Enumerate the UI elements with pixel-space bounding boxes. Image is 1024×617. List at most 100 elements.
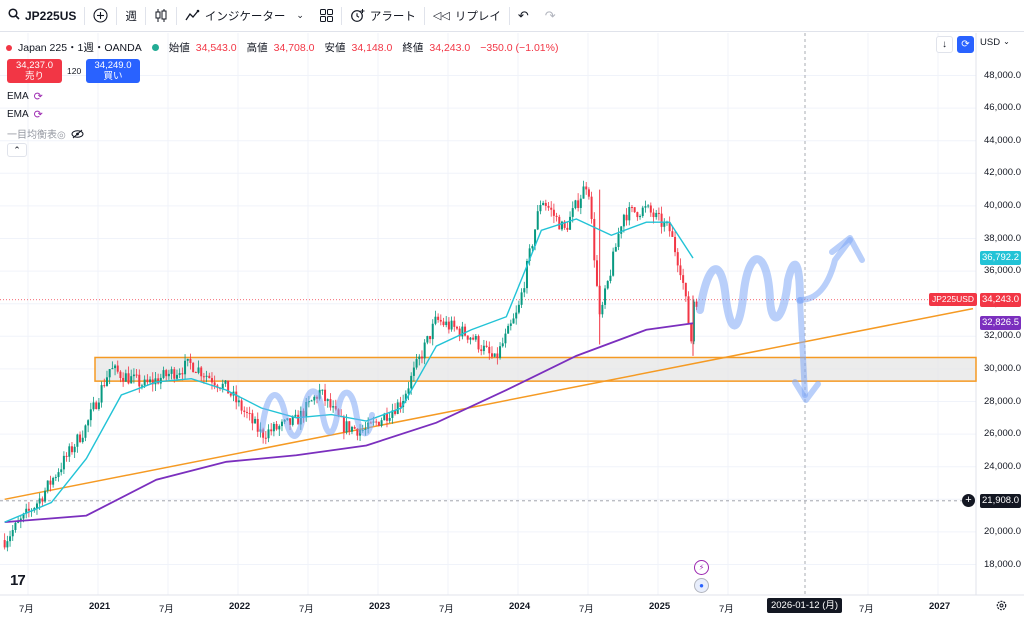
interval-button[interactable]: 週 bbox=[125, 10, 137, 23]
candle-body bbox=[579, 198, 582, 208]
candle-body bbox=[127, 373, 130, 384]
candle-body bbox=[595, 260, 598, 286]
collapse-legend-button[interactable]: ⌃ bbox=[7, 143, 27, 157]
ema-fast-line[interactable] bbox=[4, 218, 694, 523]
symbol-search-button[interactable]: JP225US bbox=[0, 0, 84, 32]
indicator-ema-2[interactable]: EMA ⟳ bbox=[7, 108, 43, 121]
candle-body bbox=[146, 379, 149, 383]
candle-body bbox=[162, 370, 165, 378]
candle-body bbox=[95, 402, 98, 409]
candle-body bbox=[97, 402, 100, 409]
candle-body bbox=[394, 410, 397, 414]
chart-settings-button[interactable] bbox=[996, 600, 1007, 614]
us-flag-event-icon[interactable]: ● bbox=[694, 578, 709, 593]
drawing-down-stroke[interactable] bbox=[797, 297, 808, 398]
candle-body bbox=[490, 353, 493, 357]
candle-body bbox=[582, 186, 585, 199]
ascending-trendline[interactable] bbox=[4, 307, 974, 501]
redo-icon: ↷ bbox=[544, 7, 556, 23]
redo-button[interactable]: ↷ bbox=[537, 0, 564, 32]
candle-body bbox=[412, 367, 415, 376]
candle-body bbox=[208, 375, 211, 379]
close-value: 34,243.0 bbox=[429, 41, 471, 54]
candle-body bbox=[450, 320, 453, 330]
candle-body bbox=[547, 205, 550, 208]
freehand-drawings[interactable] bbox=[259, 235, 865, 439]
candle-body bbox=[410, 375, 413, 389]
auto-scale-button[interactable]: ⟳ bbox=[957, 36, 974, 53]
grid-icon bbox=[319, 9, 333, 22]
add-alert-plus-icon[interactable]: + bbox=[962, 494, 975, 508]
undo-button[interactable]: ↶ bbox=[510, 0, 537, 32]
event-lightning-icon[interactable]: ⚡ bbox=[694, 560, 709, 575]
candles-icon bbox=[155, 9, 167, 22]
indicator-ichimoku[interactable]: 一目均衡表◎ bbox=[7, 126, 84, 141]
drawing-up-arrowhead[interactable] bbox=[829, 235, 865, 263]
candle-body bbox=[480, 349, 483, 352]
candle-body bbox=[620, 226, 623, 234]
candle-body bbox=[633, 207, 636, 213]
candle-body bbox=[41, 498, 44, 502]
chevron-up-icon: ⌃ bbox=[13, 145, 21, 155]
candle-body bbox=[453, 320, 456, 327]
loading-cycle-icon: ⟳ bbox=[33, 91, 43, 103]
top-toolbar: JP225US 週 インジケーター ⌄ アラート ◁◁ リプレイ ↶ ↷ bbox=[0, 0, 1024, 32]
candle-body bbox=[25, 508, 28, 514]
candle-body bbox=[668, 222, 671, 232]
candle-body bbox=[348, 421, 351, 432]
candle-body bbox=[423, 342, 426, 359]
eye-hidden-icon[interactable] bbox=[71, 129, 84, 139]
candle-body bbox=[194, 372, 197, 374]
indicator-label: EMA bbox=[7, 91, 29, 102]
legend-title[interactable]: Japan 225・1週・OANDA bbox=[18, 42, 142, 54]
compare-button[interactable] bbox=[85, 0, 116, 32]
candle-body bbox=[313, 396, 316, 401]
ema-fast-price-tag: 36,792.2 bbox=[980, 251, 1021, 266]
drawing-wave-left[interactable] bbox=[259, 388, 375, 439]
candle-body bbox=[57, 472, 60, 478]
candle-body bbox=[536, 211, 539, 230]
drawing-wave-right[interactable] bbox=[696, 255, 804, 330]
alert-button[interactable]: アラート bbox=[342, 0, 424, 32]
candle-body bbox=[46, 480, 49, 491]
candle-body bbox=[593, 218, 596, 261]
tradingview-logo[interactable]: 17 bbox=[10, 572, 26, 589]
indicators-button[interactable]: インジケーター ⌄ bbox=[177, 0, 312, 32]
indicators-icon bbox=[185, 9, 200, 21]
divider bbox=[508, 6, 510, 25]
candle-body bbox=[649, 205, 652, 213]
indicator-ema-1[interactable]: EMA ⟳ bbox=[7, 90, 43, 103]
indicators-label: インジケーター bbox=[204, 10, 286, 23]
sell-button[interactable]: 34,237.0 売り bbox=[7, 59, 62, 83]
candle-body bbox=[571, 208, 574, 217]
low-value: 34,148.0 bbox=[351, 41, 393, 54]
support-zone-rectangle[interactable] bbox=[94, 356, 977, 382]
drawing-down-arrowhead[interactable] bbox=[792, 379, 821, 403]
candle-body bbox=[420, 356, 423, 359]
ema-slow-price-tag: 32,826.5 bbox=[980, 315, 1021, 330]
candle-body bbox=[622, 214, 625, 227]
candle-body bbox=[404, 393, 407, 402]
layouts-button[interactable] bbox=[312, 0, 341, 32]
drawing-up-stroke[interactable] bbox=[797, 237, 853, 303]
candle-body bbox=[132, 374, 135, 377]
time-axis-label: 7月 bbox=[159, 604, 174, 615]
time-axis-label: 2025 bbox=[649, 601, 671, 612]
candle-body bbox=[353, 426, 356, 429]
candle-body bbox=[356, 428, 359, 436]
ema-slow-line[interactable] bbox=[4, 322, 694, 524]
chart-type-button[interactable] bbox=[146, 0, 176, 32]
buy-button[interactable]: 34,249.0 買い bbox=[86, 59, 140, 83]
candle-body bbox=[92, 402, 95, 410]
divider bbox=[116, 6, 118, 25]
scroll-down-button[interactable]: ↓ bbox=[936, 36, 953, 53]
replay-button[interactable]: ◁◁ リプレイ bbox=[425, 0, 509, 32]
currency-selector[interactable]: USD ⌄ bbox=[980, 37, 1010, 48]
candle-body bbox=[100, 385, 103, 403]
candle-body bbox=[585, 186, 588, 190]
candle-body bbox=[108, 369, 111, 378]
candle-body bbox=[14, 522, 17, 531]
candle-body bbox=[105, 377, 108, 386]
candle-body bbox=[184, 360, 187, 375]
